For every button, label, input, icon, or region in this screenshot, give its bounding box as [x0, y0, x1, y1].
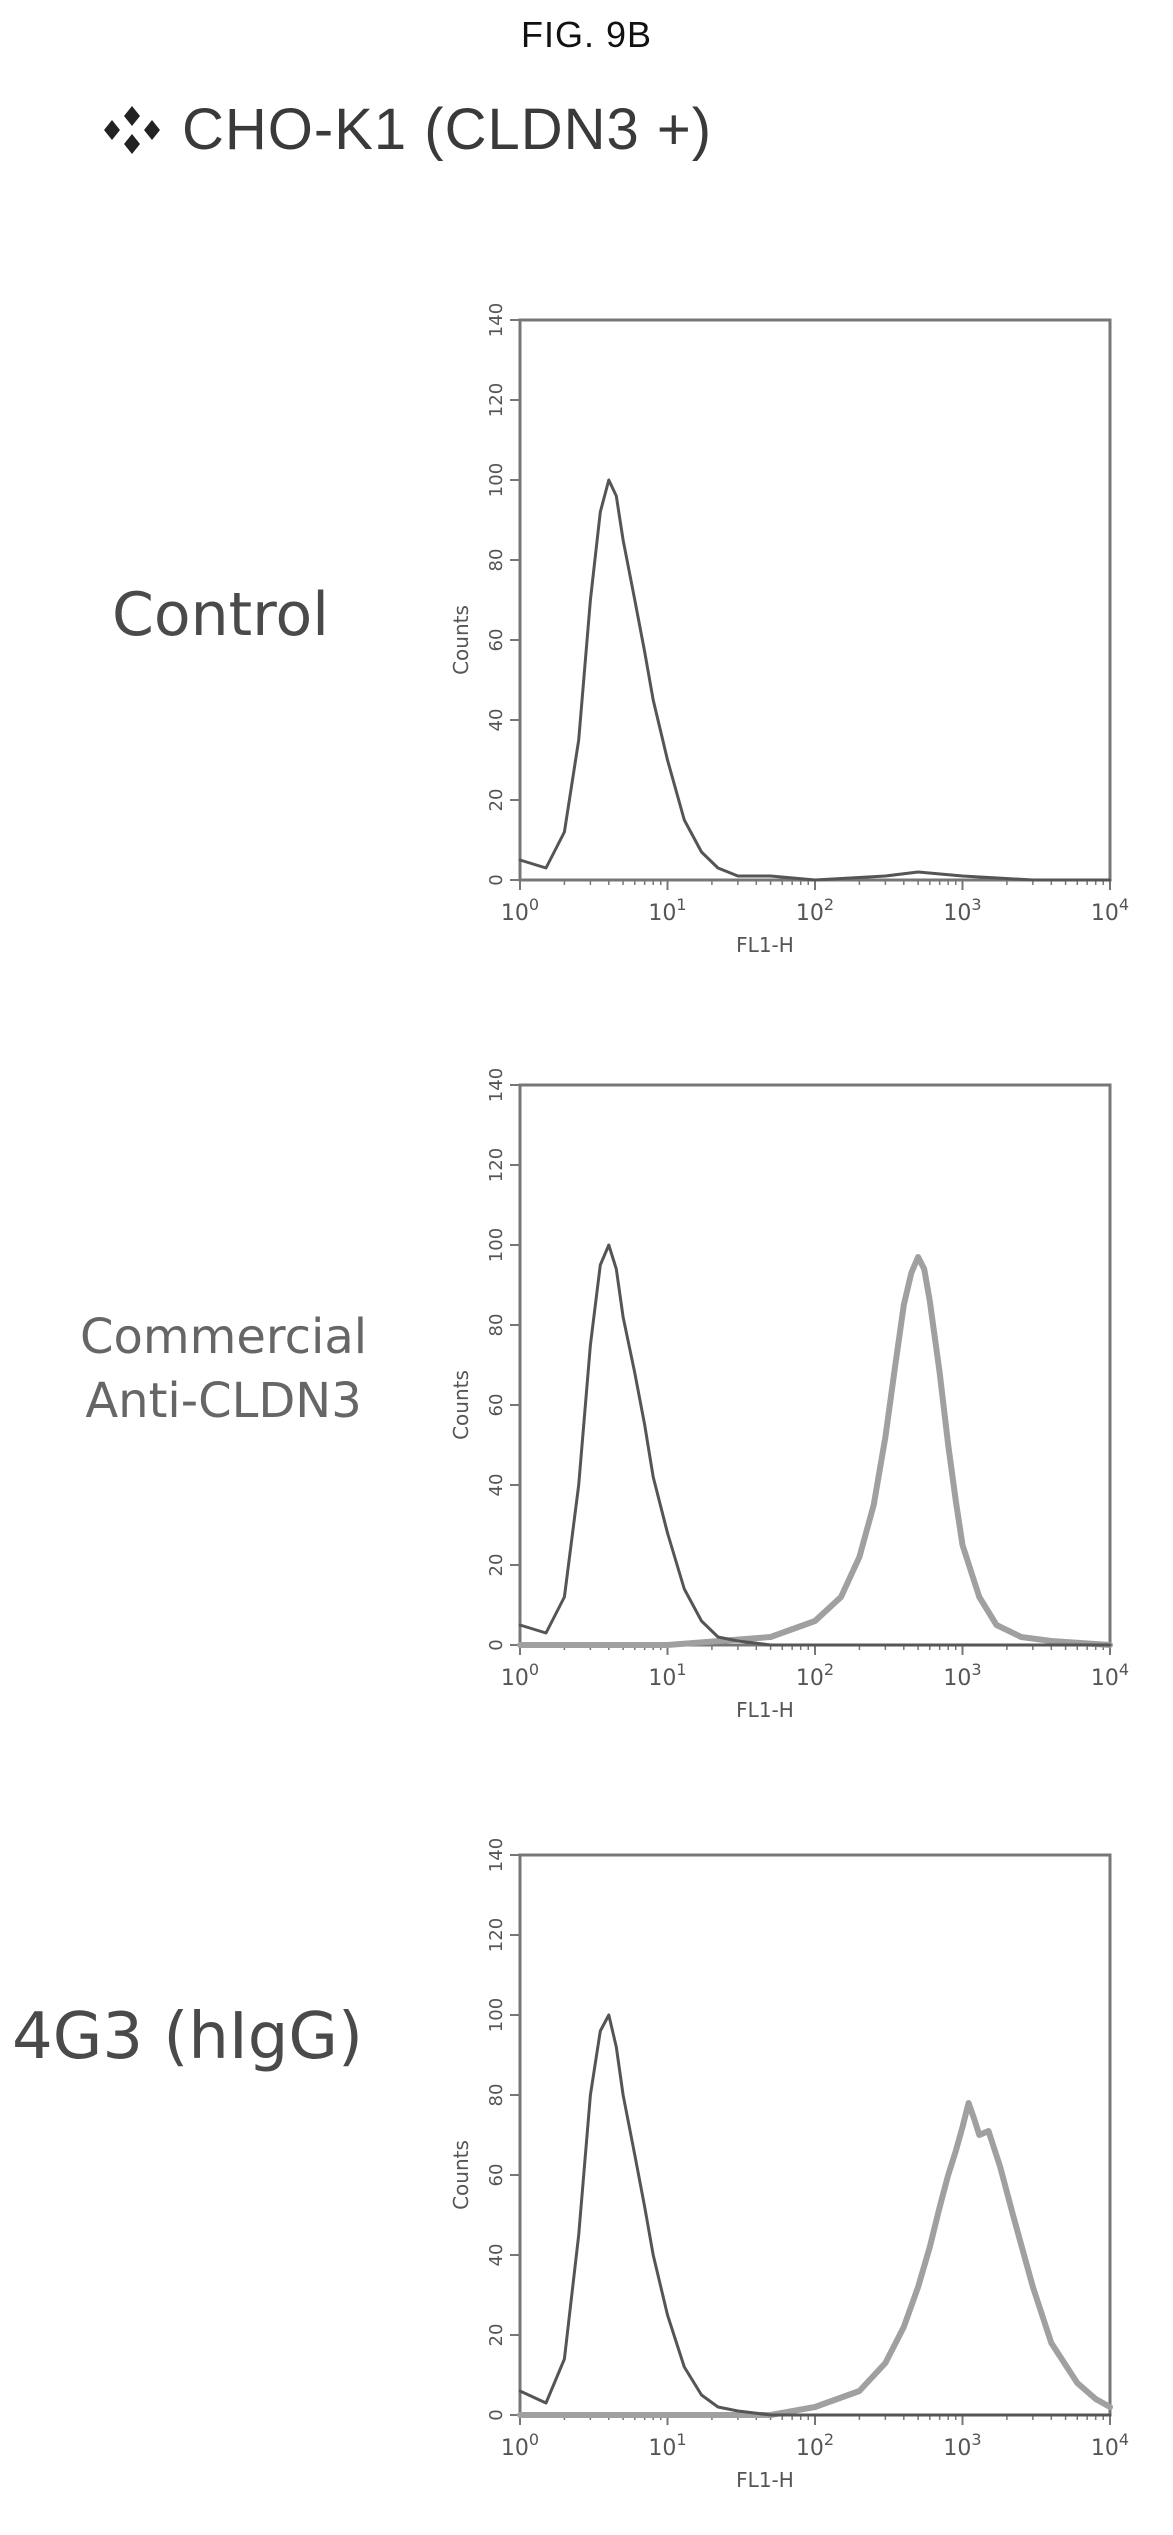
four-diamond-icon — [104, 105, 160, 154]
y-tick-label: 120 — [486, 1148, 507, 1182]
x-tick-label: 103 — [943, 895, 981, 926]
x-axis-label: FL1-H — [736, 2468, 794, 2492]
y-tick-label: 20 — [486, 1554, 507, 1577]
y-tick-label: 0 — [486, 874, 507, 885]
histogram-series-0 — [518, 2013, 1112, 2417]
x-tick-label: 104 — [1091, 895, 1129, 926]
x-tick-label: 100 — [501, 2430, 539, 2461]
y-tick-label: 0 — [486, 1639, 507, 1650]
x-axis-label: FL1-H — [736, 1698, 794, 1722]
histogram-series-1 — [517, 2100, 1113, 2418]
y-axis-label: Counts — [449, 605, 473, 675]
histogram-commercial-anti-cldn3: 0 20 40 60 80 100 120 140 Counts 100 101 102 103 104 F… — [449, 1068, 1129, 1722]
y-tick-label: 40 — [486, 709, 507, 732]
y-tick-label: 0 — [486, 2409, 507, 2420]
panel-label-4g3: 4G3 (hIgG) — [12, 2000, 363, 2074]
x-tick-label: 100 — [501, 895, 539, 926]
y-tick-label: 100 — [486, 463, 507, 497]
panel-label-commercial-anti-cldn3: Commercial Anti-CLDN3 — [80, 1309, 368, 1429]
figure-label: FIG. 9B — [520, 14, 653, 55]
histogram-4g3-higg: 0 20 40 60 80 100 120 140 Counts 100 101 102 103 104 F… — [449, 1838, 1129, 2492]
x-tick-label: 101 — [648, 2430, 686, 2461]
y-tick-label: 60 — [486, 2164, 507, 2187]
y-tick-label: 140 — [486, 1068, 507, 1102]
x-tick-label: 102 — [796, 2430, 834, 2461]
panel-label-control: Control — [112, 580, 329, 650]
x-tick-label: 101 — [648, 895, 686, 926]
y-tick-label: 140 — [486, 303, 507, 337]
plot-frame — [518, 1853, 1112, 2417]
y-tick-label: 140 — [486, 1838, 507, 1872]
histogram-series-1 — [517, 1254, 1113, 1648]
y-tick-label: 60 — [486, 629, 507, 652]
y-tick-label: 120 — [486, 1918, 507, 1952]
y-tick-label: 80 — [486, 549, 507, 572]
y-tick-label: 60 — [486, 1394, 507, 1417]
y-tick-label: 20 — [486, 789, 507, 812]
plot-frame — [518, 1083, 1112, 1647]
x-tick-label: 101 — [648, 1660, 686, 1691]
plot-frame — [518, 318, 1112, 882]
y-tick-label: 80 — [486, 1314, 507, 1337]
cell-line-title: CHO-K1 (CLDN3 +) — [182, 97, 713, 162]
histogram-control: 0 20 40 60 80 100 120 140 Counts 100 101 102 103 104 F… — [449, 303, 1129, 957]
y-tick-label: 100 — [486, 1228, 507, 1262]
x-tick-label: 103 — [943, 1660, 981, 1691]
y-axis-label: Counts — [449, 2140, 473, 2210]
x-tick-label: 102 — [796, 1660, 834, 1691]
y-axis-label: Counts — [449, 1370, 473, 1440]
y-tick-label: 80 — [486, 2084, 507, 2107]
y-tick-label: 100 — [486, 1998, 507, 2032]
y-tick-label: 40 — [486, 1474, 507, 1497]
x-tick-label: 103 — [943, 2430, 981, 2461]
y-tick-label: 120 — [486, 383, 507, 417]
cell-line-header: CHO-K1 (CLDN3 +) — [104, 96, 712, 163]
x-tick-label: 104 — [1091, 2430, 1129, 2461]
y-tick-label: 20 — [486, 2324, 507, 2347]
x-tick-label: 102 — [796, 895, 834, 926]
x-tick-label: 100 — [501, 1660, 539, 1691]
x-axis-label: FL1-H — [736, 933, 794, 957]
histogram-series-0 — [518, 1243, 1112, 1647]
y-tick-label: 40 — [486, 2244, 507, 2267]
histogram-series-0 — [518, 478, 1112, 882]
x-tick-label: 104 — [1091, 1660, 1129, 1691]
